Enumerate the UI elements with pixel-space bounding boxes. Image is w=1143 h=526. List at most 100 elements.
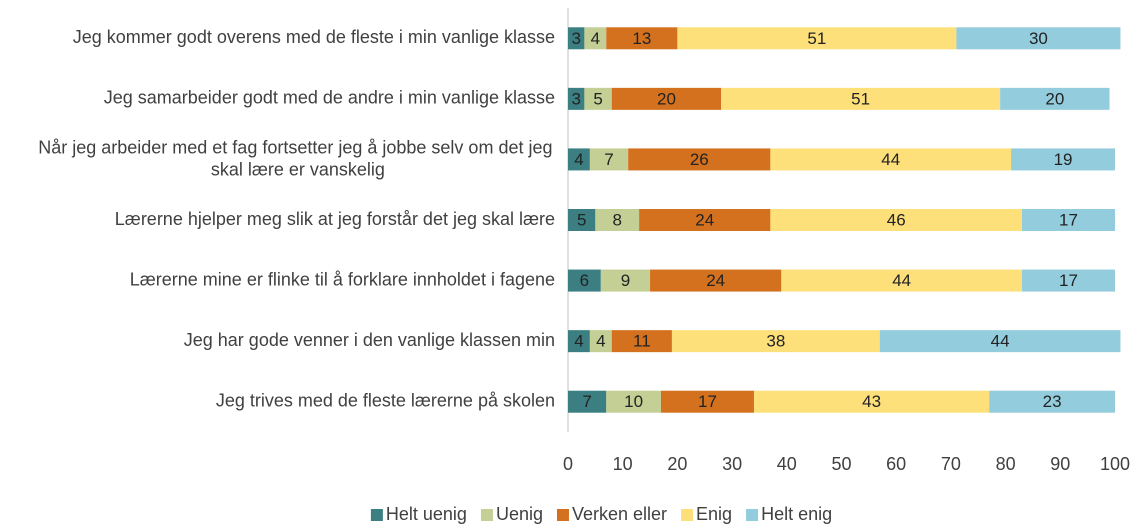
- bar-segment: [611, 330, 672, 353]
- data-label: 44: [881, 150, 900, 169]
- data-label: 4: [574, 332, 583, 351]
- x-tick-label: 80: [996, 454, 1016, 474]
- bar-segment: [611, 87, 722, 110]
- x-tick-label: 40: [777, 454, 797, 474]
- data-label: 3: [571, 89, 580, 108]
- bar-segment: [781, 269, 1023, 292]
- bar-segment: [770, 209, 1023, 231]
- bar-segment: [568, 148, 590, 171]
- legend-swatch: [681, 509, 694, 521]
- legend-label: Helt uenig: [386, 504, 467, 524]
- legend-swatch: [370, 509, 383, 521]
- bar-segment: [568, 330, 590, 353]
- bar-segment: [589, 148, 629, 171]
- bar-segment: [989, 390, 1115, 413]
- data-label: 20: [1045, 89, 1064, 108]
- legend-swatch: [746, 509, 759, 521]
- legend: Helt uenig Uenig Verken eller Enig Helt enig: [370, 504, 832, 524]
- data-label: 44: [892, 271, 911, 290]
- data-label: 7: [604, 150, 613, 169]
- category-label: Jeg trives med de fleste lærerne på skol…: [216, 390, 555, 410]
- x-tick-label: 30: [722, 454, 742, 474]
- legend-swatch: [480, 509, 493, 521]
- bar-segment: [606, 27, 678, 50]
- bar-segment: [606, 390, 661, 413]
- data-label: 38: [766, 332, 785, 351]
- category-label: Lærerne mine er flinke til å forklare in…: [130, 269, 555, 289]
- data-label: 44: [991, 332, 1010, 351]
- x-tick-label: 60: [886, 454, 906, 474]
- data-label: 17: [1059, 271, 1078, 290]
- category-label: Når jeg arbeider med et fag fortsetter j…: [38, 137, 557, 179]
- x-tick-label: 20: [667, 454, 687, 474]
- legend-label: Enig: [696, 504, 732, 524]
- bar-segment: [1000, 87, 1110, 110]
- data-label: 43: [862, 392, 881, 411]
- data-label: 5: [593, 89, 602, 108]
- data-label: 9: [621, 271, 630, 290]
- bar-segment: [879, 330, 1121, 353]
- data-label: 26: [690, 150, 709, 169]
- data-label: 20: [657, 89, 676, 108]
- category-label: Lærerne hjelper meg slik at jeg forstår …: [115, 209, 555, 229]
- bar-segment: [568, 27, 585, 50]
- bar-segment: [770, 148, 1012, 171]
- category-label-line: Når jeg arbeider med et fag fortsetter j…: [38, 137, 557, 157]
- bar-segment: [671, 330, 880, 353]
- category-label: Jeg kommer godt overens med de fleste i …: [73, 27, 555, 47]
- category-label-line: skal lære er vanskelig: [211, 159, 385, 179]
- data-label: 24: [695, 210, 714, 229]
- legend-label: Helt enig: [761, 504, 832, 524]
- x-tick-label: 70: [941, 454, 961, 474]
- data-label: 8: [612, 210, 621, 229]
- x-tick-label: 100: [1100, 454, 1130, 474]
- data-label: 4: [591, 29, 600, 48]
- bar-segment: [600, 269, 651, 292]
- data-label: 23: [1043, 392, 1062, 411]
- bar-segment: [584, 87, 612, 110]
- data-label: 5: [577, 210, 586, 229]
- bar-segment: [1022, 209, 1115, 231]
- x-tick-label: 90: [1050, 454, 1070, 474]
- bar-segment: [1011, 148, 1115, 171]
- bar-segment: [584, 27, 607, 50]
- data-label: 6: [580, 271, 589, 290]
- data-label: 17: [698, 392, 717, 411]
- bar-segment: [956, 27, 1121, 50]
- bar-segment: [628, 148, 771, 171]
- bar-segment: [650, 269, 782, 292]
- bar-segment: [568, 269, 601, 292]
- bar-segment: [1022, 269, 1115, 292]
- bar-segment: [568, 390, 607, 413]
- data-label: 46: [887, 210, 906, 229]
- bar-segment: [589, 330, 612, 353]
- data-label: 30: [1029, 29, 1048, 48]
- x-tick-label: 50: [831, 454, 851, 474]
- legend-label: Verken eller: [572, 504, 667, 524]
- bar-segment: [753, 390, 990, 413]
- data-label: 7: [582, 392, 591, 411]
- data-label: 4: [596, 332, 605, 351]
- bar-segment: [595, 209, 640, 231]
- data-label: 24: [706, 271, 725, 290]
- bar-segment: [568, 87, 585, 110]
- category-label: Jeg samarbeider godt med de andre i min …: [104, 88, 555, 108]
- bar-segment: [639, 209, 771, 231]
- data-label: 3: [571, 29, 580, 48]
- data-label: 4: [574, 150, 583, 169]
- bar-segment: [568, 209, 596, 231]
- data-label: 19: [1054, 150, 1073, 169]
- data-label: 17: [1059, 210, 1078, 229]
- data-label: 10: [624, 392, 643, 411]
- data-label: 51: [851, 89, 870, 108]
- x-tick-label: 0: [563, 454, 573, 474]
- x-tick-label: 10: [613, 454, 633, 474]
- legend-label: Uenig: [496, 504, 543, 524]
- category-label: Jeg har gode venner i den vanlige klasse…: [184, 330, 555, 350]
- data-label: 13: [632, 29, 651, 48]
- data-label: 11: [633, 332, 651, 351]
- data-label: 51: [807, 29, 826, 48]
- legend-swatch: [556, 509, 569, 521]
- bar-segment: [660, 390, 754, 413]
- bar-segment: [677, 27, 957, 50]
